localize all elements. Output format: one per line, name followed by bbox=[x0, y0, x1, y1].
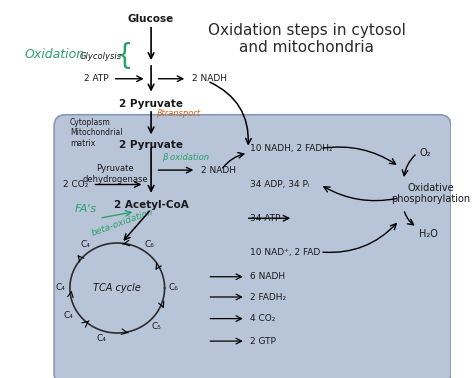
Text: Pyruvate: Pyruvate bbox=[96, 164, 134, 173]
Text: 2 Acetyl-CoA: 2 Acetyl-CoA bbox=[114, 200, 189, 210]
Text: Glycolysis: Glycolysis bbox=[80, 52, 122, 61]
Text: TCA cycle: TCA cycle bbox=[93, 283, 141, 293]
Text: 10 NAD⁺, 2 FAD: 10 NAD⁺, 2 FAD bbox=[250, 248, 320, 257]
Text: 6 NADH: 6 NADH bbox=[250, 272, 285, 281]
Text: βtransport: βtransport bbox=[155, 109, 200, 118]
Text: dehydrogenase: dehydrogenase bbox=[82, 175, 148, 184]
Text: Oxidation steps in cytosol
and mitochondria: Oxidation steps in cytosol and mitochond… bbox=[208, 23, 406, 55]
FancyBboxPatch shape bbox=[54, 115, 451, 378]
Text: 2 Pyruvate: 2 Pyruvate bbox=[119, 139, 183, 150]
Text: 34 ATP: 34 ATP bbox=[250, 214, 281, 223]
Text: C₄: C₄ bbox=[55, 284, 65, 293]
Text: 2 Pyruvate: 2 Pyruvate bbox=[119, 99, 183, 109]
Text: 2 FADH₂: 2 FADH₂ bbox=[250, 293, 286, 302]
Text: C₆: C₆ bbox=[169, 284, 179, 293]
Text: 2 NADH: 2 NADH bbox=[201, 166, 236, 175]
Text: 34 ADP, 34 Pᵢ: 34 ADP, 34 Pᵢ bbox=[250, 180, 310, 189]
Text: C₄: C₄ bbox=[63, 310, 73, 319]
Text: beta-oxidation: beta-oxidation bbox=[90, 208, 155, 238]
Text: C₅: C₅ bbox=[152, 322, 162, 332]
Text: O₂: O₂ bbox=[419, 148, 431, 158]
Text: H₂O: H₂O bbox=[419, 229, 438, 239]
Text: Mitochondrial
matrix: Mitochondrial matrix bbox=[70, 128, 122, 148]
Text: 2 ATP: 2 ATP bbox=[83, 74, 108, 83]
Text: 10 NADH, 2 FADH₂: 10 NADH, 2 FADH₂ bbox=[250, 144, 333, 153]
Text: Oxidation: Oxidation bbox=[25, 48, 85, 60]
Text: {: { bbox=[115, 42, 133, 70]
Text: 2 CO₂: 2 CO₂ bbox=[63, 180, 88, 189]
Text: Cytoplasm: Cytoplasm bbox=[70, 118, 110, 127]
Text: Glucose: Glucose bbox=[128, 14, 174, 23]
Text: C₆: C₆ bbox=[144, 240, 154, 249]
Text: β oxidation: β oxidation bbox=[163, 153, 210, 162]
Text: 4 CO₂: 4 CO₂ bbox=[250, 314, 276, 323]
Text: C₄: C₄ bbox=[96, 334, 106, 343]
Text: C₄: C₄ bbox=[81, 240, 91, 249]
Text: 2 NADH: 2 NADH bbox=[191, 74, 227, 83]
Text: 2 GTP: 2 GTP bbox=[250, 336, 276, 345]
Text: FA's: FA's bbox=[74, 204, 97, 214]
Text: Oxidative
phosphorylation: Oxidative phosphorylation bbox=[391, 183, 470, 204]
